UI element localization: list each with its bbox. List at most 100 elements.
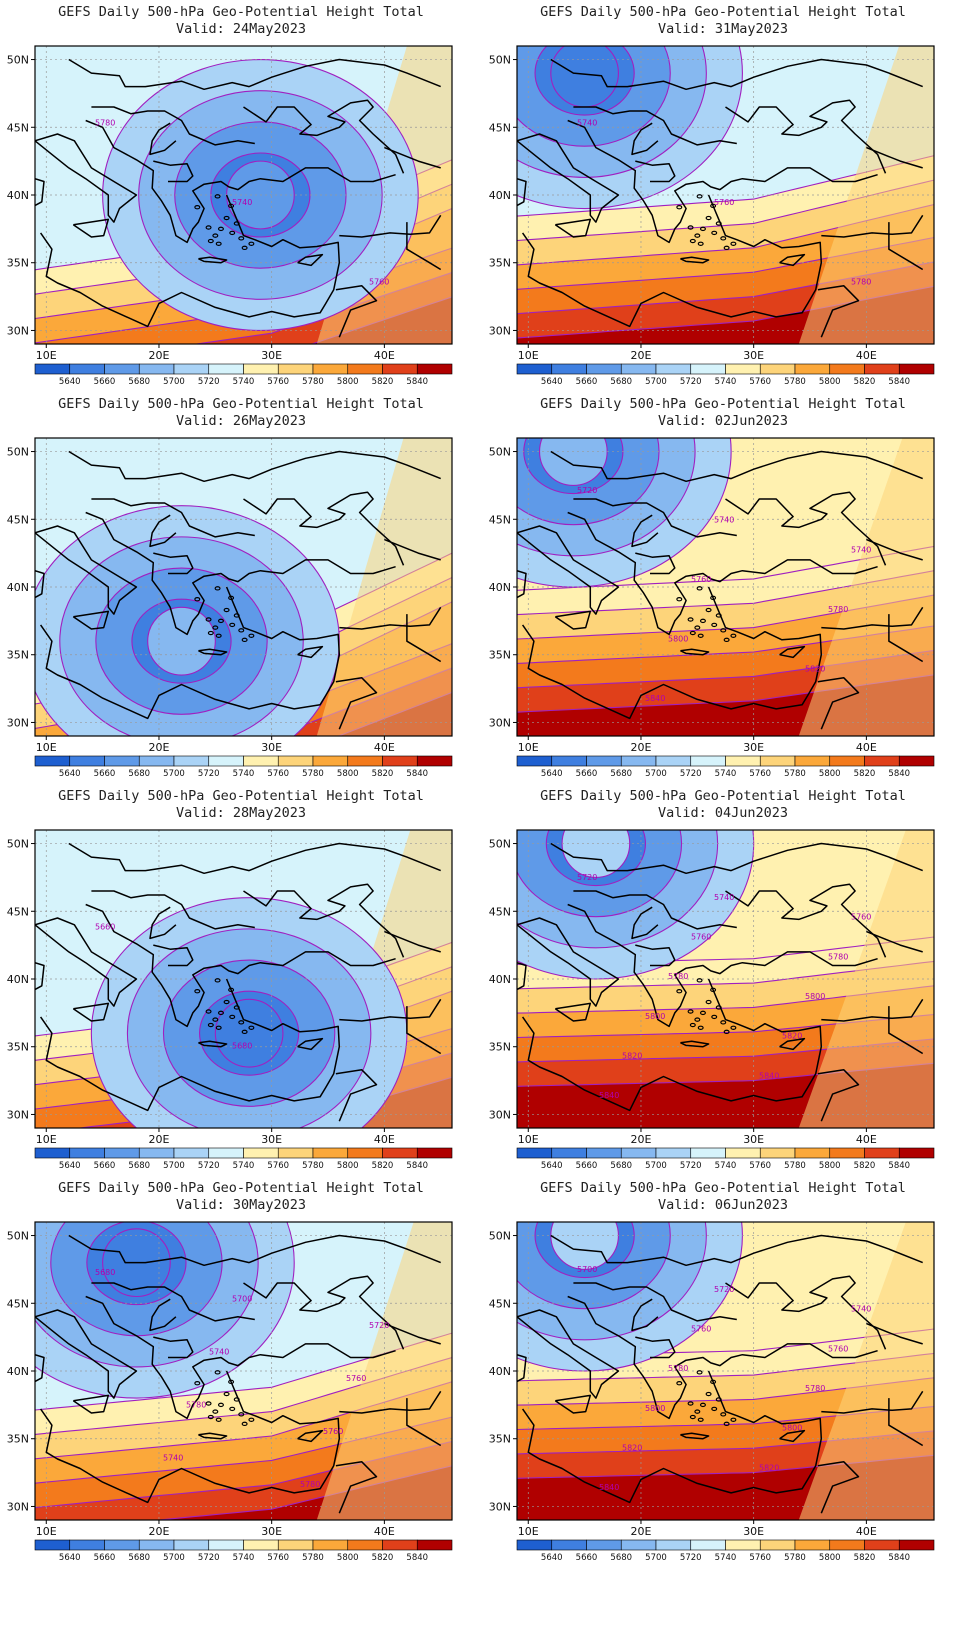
colorbar-swatch: [759, 755, 796, 767]
coastline: [339, 214, 442, 238]
colorbar-label: 5740: [233, 1161, 255, 1171]
lon-tick-label: 10E: [518, 1133, 539, 1146]
coastline: [149, 1298, 177, 1332]
island: [233, 1397, 240, 1402]
coastline: [635, 552, 676, 575]
colorbar-swatch: [208, 363, 244, 375]
colorbar-swatch: [138, 1539, 175, 1551]
island: [694, 1017, 701, 1022]
colorbar-swatch: [725, 1539, 761, 1551]
colorbar-label: 5820: [854, 1553, 876, 1563]
contour-label: 5780: [851, 277, 871, 286]
colorbar-swatch: [864, 1147, 900, 1159]
colorbar-swatch: [34, 1147, 71, 1159]
island: [676, 596, 683, 602]
island: [694, 1409, 701, 1414]
colorbar-label: 5740: [715, 377, 737, 387]
contour-label: 5820: [622, 1051, 642, 1060]
coastline: [521, 978, 823, 1112]
height-map: 5720 5740 5740 5760 5780 5800 5820 5840 50N 45N 40…: [489, 437, 935, 779]
panel-valid-date: Valid: 02Jun2023: [657, 413, 789, 429]
lat-tick-label: 35N: [7, 1433, 29, 1446]
coastline: [821, 606, 924, 630]
island: [711, 1406, 718, 1412]
coastline: [35, 569, 45, 599]
island: [212, 1409, 219, 1414]
colorbar-label: 5800: [819, 769, 841, 779]
colorbar-label: 5800: [337, 1553, 359, 1563]
colorbar-label: 5780: [784, 769, 806, 779]
coastline: [517, 1353, 527, 1383]
coastline: [521, 194, 823, 328]
island: [715, 613, 722, 618]
contour-label: 5740: [714, 893, 734, 902]
island: [217, 618, 224, 624]
height-map: 5780 5740 5760 50N 45N 40N 35N 30N 10E 20E 30E 40E 5…: [7, 45, 453, 387]
island: [229, 230, 236, 236]
contour-label: 5700: [232, 1295, 252, 1304]
lat-tick-label: 50N: [7, 54, 29, 67]
panel-valid-date: Valid: 26May2023: [175, 413, 307, 429]
colorbar-label: 5660: [94, 377, 116, 387]
colorbar-swatch: [794, 363, 831, 375]
colorbar-label: 5660: [576, 377, 598, 387]
island: [689, 238, 696, 244]
colorbar-swatch: [347, 363, 383, 375]
colorbar-swatch: [898, 1147, 935, 1159]
colorbar-swatch: [655, 1539, 692, 1551]
coastline: [153, 944, 194, 967]
colorbar-swatch: [620, 1539, 657, 1551]
island: [687, 225, 694, 230]
lat-tick-label: 30N: [489, 716, 511, 729]
coastline: [68, 58, 441, 91]
colorbar-label: 5640: [59, 377, 81, 387]
coastline: [635, 1336, 676, 1359]
island: [710, 203, 717, 209]
coastline: [517, 961, 527, 991]
panel-valid-date: Valid: 24May2023: [175, 21, 307, 37]
colorbar-label: 5840: [888, 769, 910, 779]
colorbar-swatch: [104, 1147, 140, 1159]
coastline: [779, 253, 806, 267]
height-band: [798, 46, 934, 344]
coastline: [517, 917, 620, 1007]
colorbar-label: 5800: [337, 377, 359, 387]
island: [233, 1005, 240, 1010]
coastline: [384, 146, 441, 169]
colorbar-label: 5700: [163, 1553, 185, 1563]
colorbar-label: 5640: [541, 1161, 563, 1171]
coastline: [573, 106, 737, 146]
lat-tick-label: 40N: [489, 581, 511, 594]
colorbar-label: 5820: [372, 1553, 394, 1563]
island: [238, 236, 245, 241]
island: [697, 1025, 704, 1030]
colorbar-swatch: [69, 363, 105, 375]
island: [705, 215, 712, 221]
colorbar-label: 5720: [680, 1553, 702, 1563]
coastline: [198, 1040, 228, 1048]
coastline: [153, 552, 194, 575]
height-band: [798, 1222, 934, 1520]
island: [723, 1029, 730, 1035]
coastline: [406, 614, 442, 663]
colorbar-swatch: [138, 755, 175, 767]
colorbar-swatch: [416, 1147, 453, 1159]
lat-tick-label: 50N: [489, 838, 511, 851]
lat-tick-label: 40N: [7, 973, 29, 986]
colorbar-label: 5780: [302, 1553, 324, 1563]
island: [241, 1421, 248, 1427]
colorbar-label: 5840: [406, 377, 428, 387]
colorbar-swatch: [173, 363, 210, 375]
coastline: [335, 1461, 378, 1514]
colorbar-swatch: [138, 1147, 175, 1159]
island: [241, 637, 248, 643]
lon-tick-label: 40E: [374, 741, 395, 754]
island: [715, 221, 722, 226]
island: [705, 999, 712, 1005]
coastline: [567, 119, 878, 244]
contour-label: 5660: [95, 923, 115, 932]
contour-label: 5820: [805, 664, 825, 673]
colorbar-swatch: [208, 1539, 244, 1551]
island: [697, 1417, 704, 1422]
